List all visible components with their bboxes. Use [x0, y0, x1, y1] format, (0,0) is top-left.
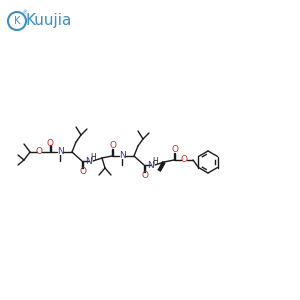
- Text: Kuujia: Kuujia: [26, 14, 72, 28]
- Text: H: H: [90, 154, 96, 163]
- Text: O: O: [141, 170, 148, 179]
- Text: O: O: [79, 167, 86, 176]
- Text: H: H: [152, 158, 158, 166]
- Text: O: O: [171, 146, 178, 154]
- Text: O: O: [46, 139, 53, 148]
- Text: O: O: [181, 155, 188, 164]
- Text: N: N: [57, 148, 63, 157]
- Text: ®: ®: [22, 11, 27, 16]
- Text: N: N: [85, 157, 92, 166]
- Text: N: N: [148, 160, 154, 169]
- Text: O: O: [35, 148, 43, 157]
- Text: O: O: [109, 142, 116, 151]
- Text: K: K: [14, 16, 20, 26]
- Text: N: N: [118, 152, 125, 160]
